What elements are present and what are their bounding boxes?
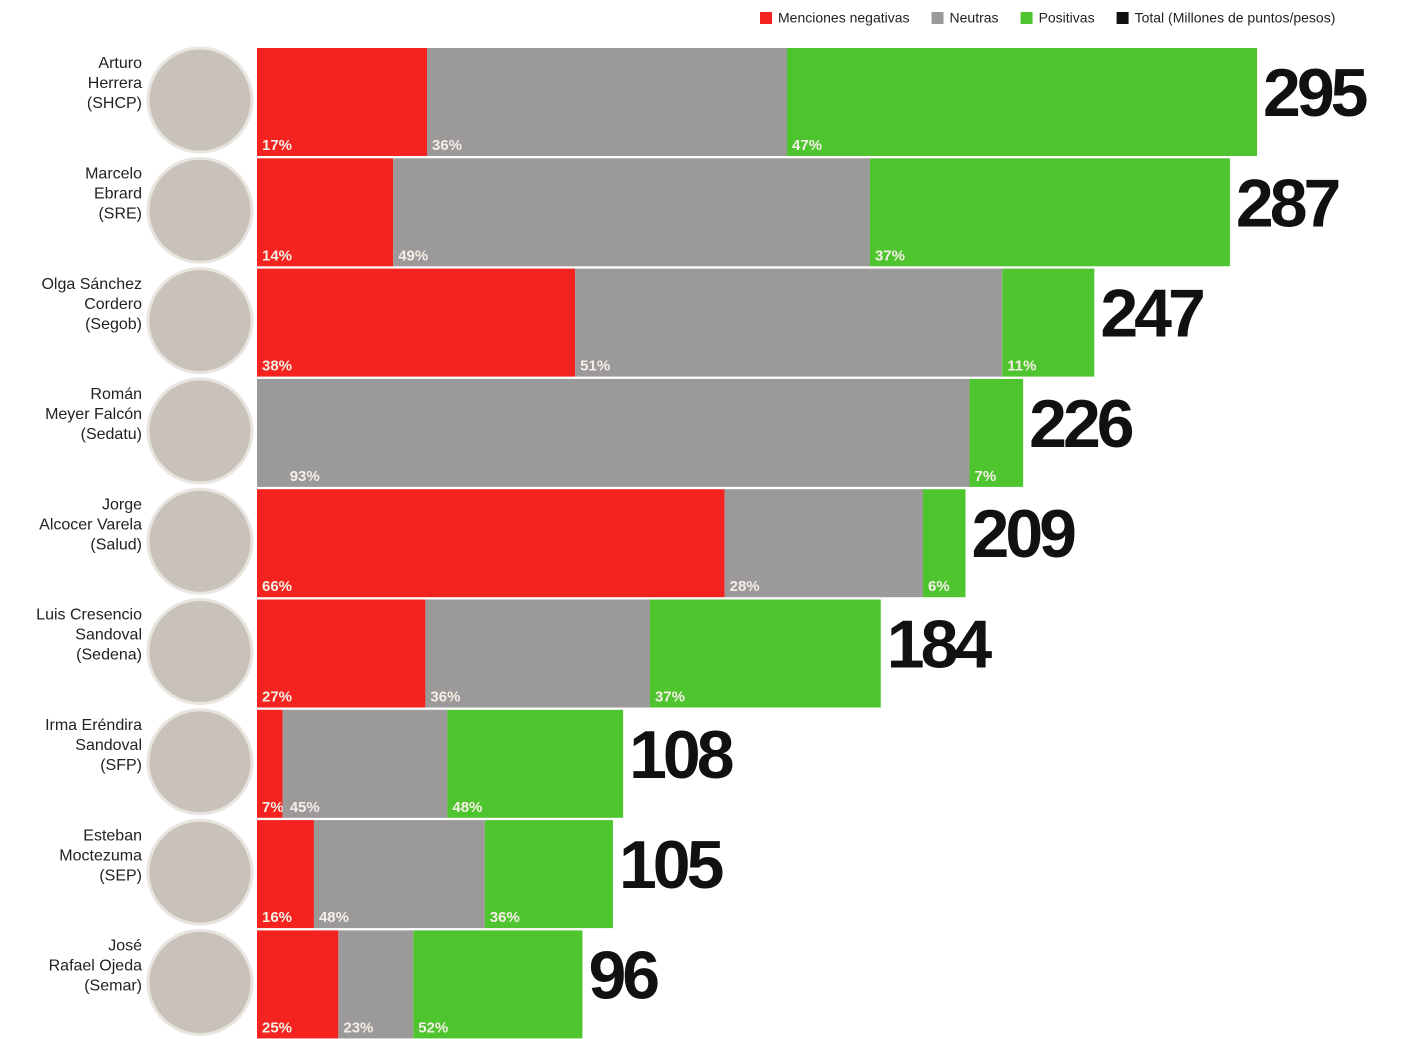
category-label: (Sedena) [76,647,142,664]
value-label: 14% [262,247,292,264]
legend-swatch [932,12,944,24]
total-label: 184 [887,606,993,682]
photo [148,48,252,152]
value-label: 49% [398,247,428,264]
category-label: José [108,938,142,955]
category-label: Sandoval [75,627,142,644]
total-label: 287 [1236,165,1339,241]
value-label: 23% [343,1019,373,1036]
value-label: 48% [452,799,482,816]
value-label: 36% [490,909,520,926]
category-label: (SRE) [98,206,142,223]
bar-segment [575,269,1002,377]
legend-swatch [760,12,772,24]
value-label: 6% [928,578,950,595]
category-label: Alcocer Varela [39,516,142,533]
photo [148,158,252,262]
chart: Menciones negativas Neutras Positivas Total… [0,0,1401,1039]
value-label: 38% [262,358,292,375]
legend-swatch [1117,12,1129,24]
category-label: (SEP) [99,867,142,884]
category-label: Moctezuma [59,847,142,864]
category-label: (SFP) [100,757,142,774]
value-label: 27% [262,688,292,705]
legend-swatch [1021,12,1033,24]
value-label: 7% [262,799,284,816]
category-label: Arturo [98,55,142,72]
category-label: Jorge [102,496,142,513]
category-label: Olga Sánchez [41,276,142,293]
value-label: 25% [262,1019,292,1036]
category-label: Sandoval [75,737,142,754]
category-label: Rafael Ojeda [49,958,142,975]
value-label: 51% [580,358,610,375]
category-label: Marcelo [85,166,142,183]
total-label: 96 [588,937,658,1013]
photo [148,600,252,704]
bar-segment [427,48,787,156]
legend-label: Menciones negativas [778,10,910,26]
category-label: Esteban [83,827,142,844]
value-label: 11% [1007,358,1036,375]
value-label: 37% [655,688,685,705]
bar-segment [787,48,1257,156]
total-label: 247 [1100,276,1203,352]
photo [148,489,252,593]
category-label: Luis Cresencio [36,607,142,624]
legend-label: Neutras [950,10,999,26]
total-label: 226 [1029,386,1133,462]
value-label: 48% [319,909,349,926]
total-label: 295 [1263,55,1367,131]
bar-segment [393,158,870,266]
total-label: 105 [619,827,723,903]
value-label: 7% [975,468,997,485]
value-label: 93% [290,468,320,485]
legend-label: Positivas [1039,10,1095,26]
category-label: (SHCP) [87,95,142,112]
value-label: 36% [432,137,462,154]
bar-segment [870,158,1230,266]
value-label: 36% [430,688,460,705]
value-label: 52% [418,1019,448,1036]
category-label: (Segob) [85,316,142,333]
photo [148,269,252,373]
value-label: 45% [290,799,320,816]
value-label: 28% [730,578,760,595]
legend-label: Total (Millones de puntos/pesos) [1135,10,1336,26]
category-label: Cordero [84,296,142,313]
value-label: 17% [262,137,292,154]
value-label: 66% [262,578,292,595]
category-label: Herrera [88,75,142,92]
category-label: Román [90,386,142,403]
category-label: (Semar) [84,978,142,995]
value-label: 47% [792,137,822,154]
photo [148,820,252,924]
photo [148,930,252,1034]
value-label: 16% [262,909,292,926]
bar-segment [257,379,970,487]
photo [148,710,252,814]
photo [148,379,252,483]
category-label: Meyer Falcón [45,406,142,423]
total-label: 108 [629,717,733,793]
category-label: Irma Eréndira [45,717,142,734]
value-label: 37% [875,247,905,264]
category-label: Ebrard [94,186,142,203]
total-label: 209 [972,496,1076,572]
bar-segment [257,489,725,597]
category-label: (Salud) [90,536,142,553]
category-label: (Sedatu) [81,426,142,443]
bar-segment [257,269,575,377]
